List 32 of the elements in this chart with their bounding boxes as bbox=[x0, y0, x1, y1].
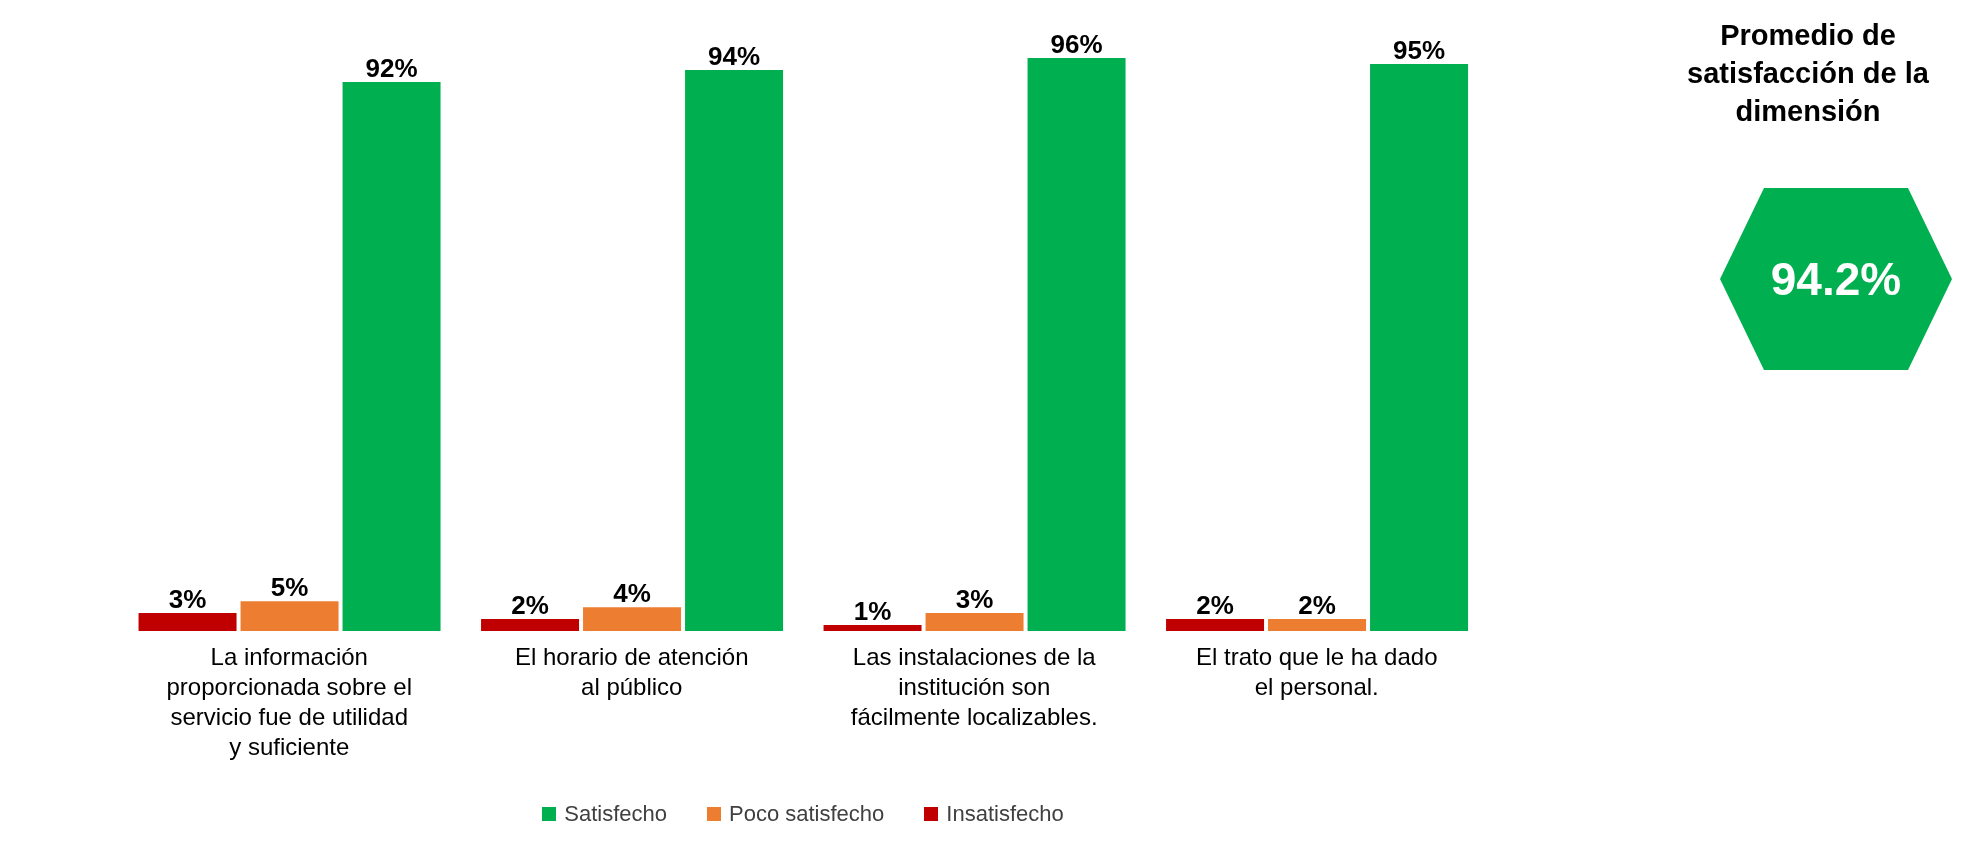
bar bbox=[925, 613, 1024, 631]
text: Promedio de satisfacción de la dimensión bbox=[1686, 18, 1930, 129]
data-label: 94% bbox=[708, 40, 761, 71]
data-label: 3% bbox=[955, 584, 994, 615]
data-label: 5% bbox=[270, 572, 309, 603]
bar bbox=[481, 619, 580, 631]
bar bbox=[583, 607, 682, 631]
legend-label: Poco satisfecho bbox=[729, 801, 885, 827]
legend-label: Satisfecho bbox=[564, 801, 667, 827]
bar bbox=[240, 601, 339, 631]
data-label: 2% bbox=[1298, 590, 1336, 621]
legend-label: Insatisfecho bbox=[946, 801, 1064, 827]
x-tick-label: La información proporcionada sobre el servicio fue de utilidad y suficiente bbox=[166, 643, 412, 760]
x-tick-label: El trato que le ha dado el personal. bbox=[1195, 643, 1438, 700]
x-tick-label: Las instalaciones de la institución son fácilmente localizables. bbox=[850, 643, 1098, 730]
bar bbox=[685, 69, 784, 631]
data-label: 95% bbox=[1393, 34, 1446, 65]
bar bbox=[1166, 619, 1265, 631]
data-label: 1% bbox=[853, 596, 892, 627]
data-label: 4% bbox=[613, 578, 651, 609]
data-label: 2% bbox=[511, 590, 549, 621]
bar bbox=[1027, 58, 1126, 631]
data-label: 92% bbox=[365, 52, 418, 83]
bar bbox=[823, 625, 922, 631]
data-label: 96% bbox=[1050, 29, 1103, 59]
bar bbox=[1268, 619, 1367, 631]
bar bbox=[342, 81, 441, 631]
x-tick-label: El horario de atención al público bbox=[515, 643, 749, 700]
bar bbox=[1370, 63, 1469, 631]
data-label: 2% bbox=[1196, 590, 1234, 621]
bar bbox=[138, 613, 237, 631]
data-label: 3% bbox=[168, 584, 207, 615]
